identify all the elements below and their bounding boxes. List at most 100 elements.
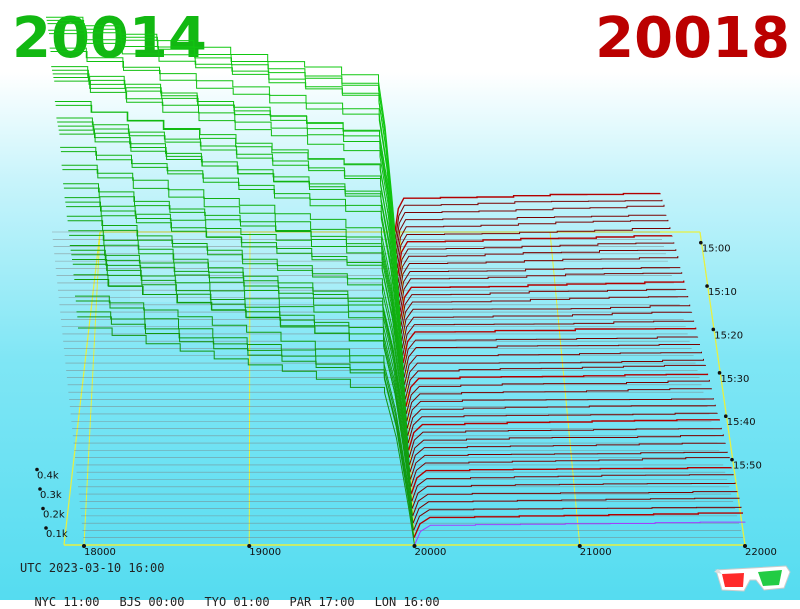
ask-depth-curve [412, 497, 740, 524]
depth-tick-label: 0.1k [46, 529, 68, 540]
time-tick-dot [699, 240, 703, 245]
bid-depth-curve [59, 133, 404, 364]
depth-tick-dot [38, 487, 42, 491]
bid-depth-curve [78, 327, 415, 546]
time-tick-label: 15:20 [714, 330, 743, 341]
bid-depth-curve [63, 187, 407, 407]
clock-lon: LON 16:00 [374, 595, 440, 609]
bid-depth-curve [49, 47, 398, 269]
ask-depth-curve [395, 199, 663, 240]
ask-depth-curve [405, 379, 710, 415]
price-tick-label: 21000 [580, 547, 612, 558]
ask-depth-curve [405, 373, 709, 407]
time-tick-dot [705, 284, 709, 288]
bid-depth-curve [70, 249, 411, 473]
ask-depth-curve [413, 506, 742, 531]
ask-depth-curve [404, 351, 702, 386]
time-tick-label: 15:30 [721, 374, 750, 385]
ask-depth-curve [401, 311, 693, 349]
axis-labels: 18000 19000 20000 21000 22000 0.1k 0.2k 0.3k 0.4… [35, 240, 777, 558]
ask-depth-curve [406, 398, 714, 429]
ask-depth-curve [400, 288, 687, 327]
bid-depth-curve [61, 164, 405, 385]
best-bid-price: 20014 [12, 6, 207, 71]
price-tick-label: 22000 [745, 547, 777, 558]
ask-depth-curve [397, 235, 673, 276]
bid-depth-curve [49, 33, 398, 262]
axis-left-edge [63, 231, 101, 546]
bid-depth-curve [50, 51, 399, 276]
depth-tick-label: 0.2k [43, 510, 65, 521]
bid-depth-curve [52, 73, 400, 298]
ask-depth-curve [402, 320, 695, 356]
price-tick-dot [412, 544, 417, 548]
ask-depth-curve [411, 474, 734, 502]
bid-depth-curve [57, 121, 403, 342]
time-tick-dot [711, 327, 716, 332]
bid-depth-curve [64, 197, 407, 415]
ask-depth-curve [403, 344, 700, 378]
ask-depth-curve [406, 388, 712, 422]
ask-depth-curve [396, 227, 671, 269]
depth-tick-label: 0.3k [40, 490, 62, 501]
clock-par: PAR 17:00 [289, 595, 355, 609]
bid-depth-curve [55, 104, 402, 327]
ask-depth-curve [408, 427, 722, 458]
bid-depth-curve [73, 274, 413, 502]
utc-time: UTC 2023-03-10 16:00 [20, 561, 165, 575]
price-tick-dot [247, 544, 252, 548]
bid-depth-curve [74, 279, 413, 509]
ask-depth-curve [394, 192, 661, 233]
time-tick-label: 15:40 [727, 417, 756, 428]
ask-depth-curve [398, 249, 677, 291]
ask-depth-curve [414, 521, 746, 546]
ask-depth-curve [399, 280, 685, 320]
depth-tick-label: 0.4k [37, 471, 59, 482]
time-tick-dot [730, 457, 734, 462]
bid-depth-curve [47, 23, 397, 247]
ask-depth-curve [413, 512, 743, 538]
ask-depth-curve [410, 457, 730, 487]
bid-depth-curve [66, 206, 408, 429]
bid-depth-curve [69, 245, 410, 465]
ask-depth-curve [412, 491, 738, 517]
ask-depth-curve [403, 336, 699, 371]
ask-depth-curve [411, 482, 736, 509]
ask-depth-curve [398, 256, 679, 298]
bid-depth-curve [54, 80, 401, 313]
price-gridline [83, 231, 101, 546]
bid-depth-curve [60, 151, 405, 378]
price-tick-dot [82, 544, 86, 548]
price-tick-label: 20000 [415, 547, 447, 558]
price-gridline [699, 231, 746, 546]
ask-depth-curve [401, 304, 691, 342]
ask-depth-curve [399, 267, 681, 305]
ask-depth-curve [395, 214, 667, 254]
time-tick-label: 15:50 [733, 461, 762, 472]
ask-depth-curve [404, 364, 706, 400]
ask-depth-curve [407, 404, 716, 436]
price-gridline [248, 231, 251, 546]
price-tick-label: 19000 [249, 547, 281, 558]
ask-depth-curve [409, 451, 728, 480]
bid-depth-curve [75, 300, 414, 524]
bid-depth-curve [53, 77, 400, 305]
ask-depth-curve [395, 204, 665, 247]
time-tick-dot [717, 371, 722, 375]
best-ask-price: 20018 [595, 6, 790, 71]
ask-depth-curve [407, 412, 718, 444]
clock-bjs: BJS 00:00 [119, 595, 185, 609]
ask-depth-curve [407, 419, 720, 451]
3d-glasses-icon[interactable] [712, 560, 792, 594]
price-tick-dot [743, 544, 747, 548]
ask-depth-curve [409, 442, 726, 473]
bid-depth-curve [69, 234, 410, 458]
ask-depth-curve [409, 434, 724, 466]
bid-depth-curve [72, 263, 412, 495]
bid-depth-curve [75, 295, 414, 516]
time-tick-label: 15:00 [702, 244, 731, 255]
ask-depth-curve [410, 467, 732, 495]
depth-tick-dot [44, 526, 48, 530]
price-tick-label: 18000 [84, 547, 116, 558]
ask-depth-curve [399, 272, 683, 313]
